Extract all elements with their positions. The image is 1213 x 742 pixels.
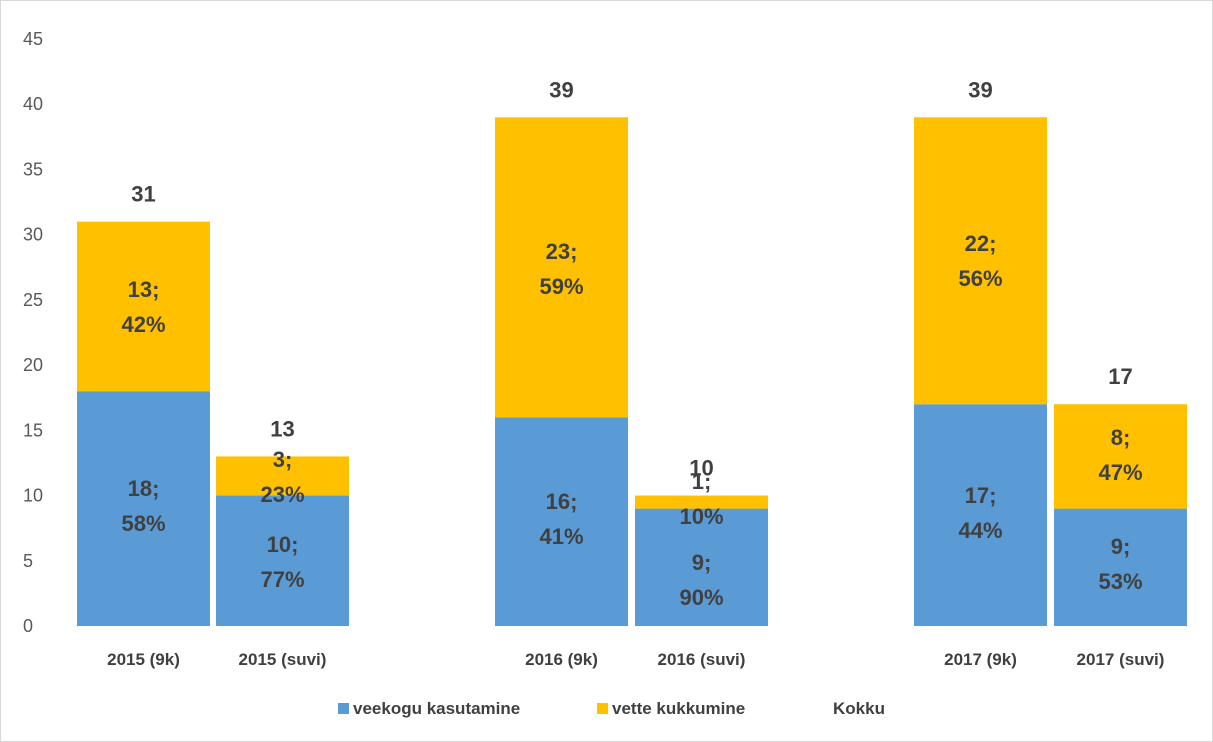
segment-label-line: 41%: [539, 524, 583, 549]
bar-segment-vette-4: [914, 117, 1047, 405]
segment-label: 8; 47%: [1098, 425, 1142, 485]
segment-label: 3; 23%: [260, 447, 304, 507]
bar-segment-vette-2: [495, 117, 628, 418]
legend-swatch: [597, 703, 608, 714]
segment-label-line: 13;: [128, 277, 160, 302]
segment-label-line: 56%: [958, 266, 1002, 291]
legend: veekogu kasutamine vette kukkumine Kokku: [338, 699, 885, 718]
y-tick-label: 30: [23, 225, 43, 245]
y-tick-label: 45: [23, 29, 43, 49]
y-tick-label: 35: [23, 159, 43, 179]
segment-label: 17; 44%: [958, 483, 1002, 543]
total-label: 39: [549, 77, 573, 102]
segment-label-line: 58%: [121, 511, 165, 536]
y-tick-label: 0: [23, 616, 33, 636]
y-axis: 0 5 10 15 20 25 30 35 40 45: [23, 29, 43, 636]
bar-segment-vette-0: [77, 221, 210, 392]
segment-label-line: 90%: [679, 585, 723, 610]
segment-label: 9; 90%: [679, 550, 723, 610]
segment-label: 16; 41%: [539, 489, 583, 549]
bar-segment-veekogu-4: [914, 404, 1047, 626]
bar-segment-veekogu-0: [77, 391, 210, 626]
segment-label: 9; 53%: [1098, 534, 1142, 594]
total-label: 39: [968, 77, 992, 102]
legend-label: vette kukkumine: [612, 699, 745, 718]
segment-label: 10; 77%: [260, 532, 304, 592]
segment-label-line: 44%: [958, 518, 1002, 543]
x-tick-label: 2017 (suvi): [1077, 650, 1165, 669]
segment-label-line: 23%: [260, 482, 304, 507]
segment-label: 1; 10%: [679, 469, 723, 529]
segment-label-line: 17;: [965, 483, 997, 508]
legend-label: veekogu kasutamine: [353, 699, 520, 718]
segment-label-line: 16;: [546, 489, 578, 514]
segment-label: 18; 58%: [121, 476, 165, 536]
segment-label-line: 3;: [273, 447, 293, 472]
total-label: 10: [689, 456, 713, 481]
bar-segment-veekogu-2: [495, 417, 628, 626]
segment-label-line: 42%: [121, 312, 165, 337]
segment-label: 23; 59%: [539, 239, 583, 299]
total-label: 17: [1108, 364, 1132, 389]
bar-segment-vette-1: [216, 456, 349, 496]
bar-segment-veekogu-3: [635, 508, 768, 626]
total-labels: 31 13 39 10 39 17: [131, 77, 1132, 480]
bar-segment-veekogu-5: [1054, 508, 1187, 626]
segment-label-line: 10;: [267, 532, 299, 557]
x-tick-label: 2015 (9k): [107, 650, 180, 669]
segment-label-line: 59%: [539, 274, 583, 299]
x-tick-label: 2017 (9k): [944, 650, 1017, 669]
y-tick-label: 10: [23, 486, 43, 506]
segment-label-line: 77%: [260, 567, 304, 592]
segment-labels: 18; 58%13; 42%10; 77%3; 23% 16; 41%23; 59%9; 90%…: [121, 231, 1142, 610]
segment-label-line: 47%: [1098, 460, 1142, 485]
segment-label: 13; 42%: [121, 277, 165, 337]
x-tick-label: 2016 (suvi): [658, 650, 746, 669]
y-tick-label: 15: [23, 420, 43, 440]
segment-label: 22; 56%: [958, 231, 1002, 291]
bar-segment-vette-5: [1054, 404, 1187, 509]
y-tick-label: 25: [23, 290, 43, 310]
total-label: 31: [131, 182, 155, 207]
x-tick-label: 2016 (9k): [525, 650, 598, 669]
bar-segment-veekogu-1: [216, 495, 349, 626]
y-tick-label: 5: [23, 551, 33, 571]
y-tick-label: 40: [23, 94, 43, 114]
legend-label: Kokku: [833, 699, 885, 718]
bar-segment-vette-3: [635, 495, 768, 509]
x-axis: 2015 (9k) 2015 (suvi) 2016 (9k) 2016 (suvi)…: [107, 650, 1164, 669]
x-tick-label: 2015 (suvi): [239, 650, 327, 669]
segment-label-line: 22;: [965, 231, 997, 256]
y-tick-label: 20: [23, 355, 43, 375]
segment-label-line: 53%: [1098, 569, 1142, 594]
bars: [77, 117, 1187, 626]
segment-label-line: 10%: [679, 504, 723, 529]
total-label: 13: [270, 416, 294, 441]
segment-label-line: 18;: [128, 476, 160, 501]
segment-label-line: 9;: [692, 550, 712, 575]
segment-label-line: 23;: [546, 239, 578, 264]
segment-label-line: 1;: [692, 469, 712, 494]
legend-swatch: [338, 703, 349, 714]
segment-label-line: 8;: [1111, 425, 1131, 450]
segment-label-line: 9;: [1111, 534, 1131, 559]
